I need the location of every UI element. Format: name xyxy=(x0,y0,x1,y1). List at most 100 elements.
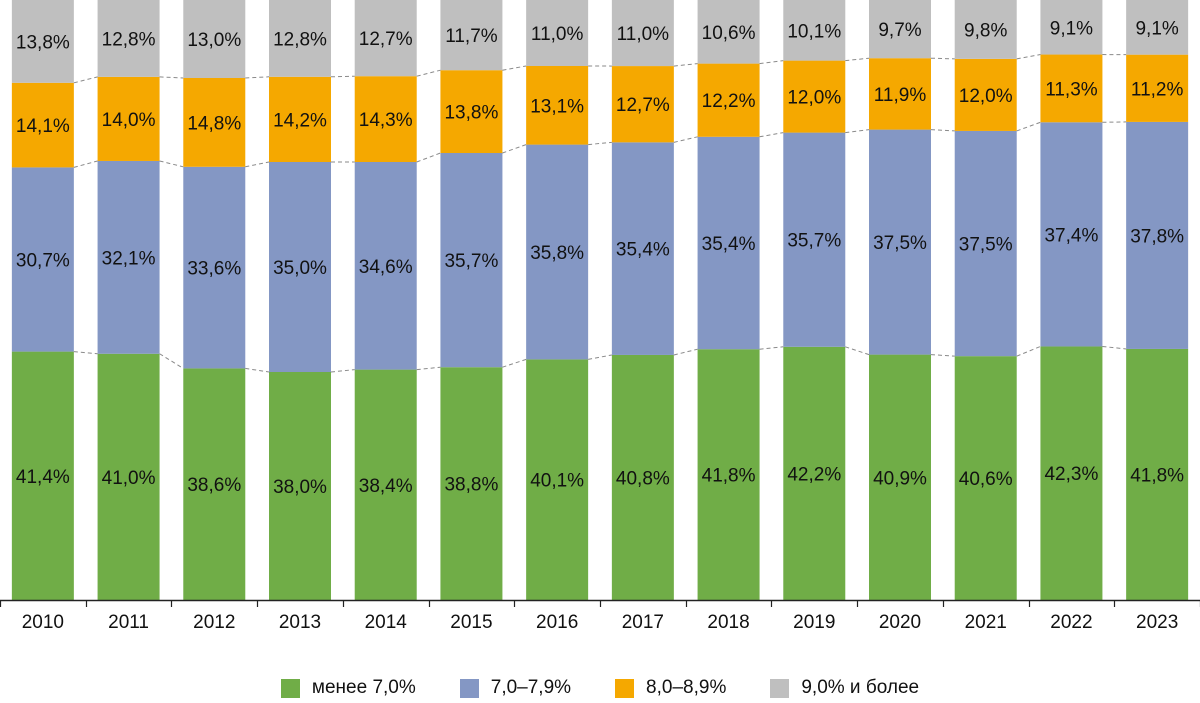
bar-segment xyxy=(697,0,760,64)
connector-line xyxy=(330,369,355,373)
bar-segment xyxy=(1040,0,1103,55)
connector-line xyxy=(245,367,270,373)
connector-line xyxy=(588,354,612,360)
bar-segment xyxy=(11,0,74,83)
data-label: 9,1% xyxy=(1050,18,1093,39)
connector-line xyxy=(1016,54,1041,60)
legend-label: 8,0–8,9% xyxy=(646,677,727,698)
data-label: 40,1% xyxy=(530,471,584,492)
data-label: 12,7% xyxy=(359,29,413,50)
legend-item: менее 7,0% xyxy=(280,677,416,699)
bar-segment xyxy=(269,76,331,162)
connector-line xyxy=(245,161,270,168)
connector-line xyxy=(502,358,527,368)
bar-segment xyxy=(440,70,503,153)
data-label: 37,4% xyxy=(1044,225,1098,246)
data-label: 12,7% xyxy=(616,95,670,116)
bar-segment xyxy=(183,78,246,167)
series-connectors xyxy=(73,54,1127,373)
data-label: 37,8% xyxy=(1130,226,1184,247)
bar-segment xyxy=(954,58,1017,131)
chart-legend: менее 7,0% 7,0–7,9% 8,0–8,9% 9,0% и более xyxy=(0,674,1200,702)
bar-segment xyxy=(97,0,160,77)
connector-line xyxy=(416,366,441,371)
data-label: 11,7% xyxy=(445,26,498,47)
data-label: 40,6% xyxy=(959,469,1013,490)
data-label: 12,8% xyxy=(102,29,156,50)
connector-line xyxy=(930,129,955,132)
connector-line xyxy=(502,144,527,154)
bar-segment xyxy=(526,144,589,360)
bar-segment xyxy=(1126,348,1189,600)
stacked-bar-chart: 41,4% 30,7% 14,1% 13,8% 41,0% 32,1% 14,0% 12,8%… xyxy=(0,0,1200,633)
data-label: 38,0% xyxy=(273,477,327,498)
legend-label: менее 7,0% xyxy=(311,677,416,698)
data-label: 11,2% xyxy=(1131,79,1184,100)
legend-swatch xyxy=(615,678,635,698)
data-label: 11,0% xyxy=(617,24,670,45)
bar-segment xyxy=(1040,54,1103,123)
connector-line xyxy=(502,65,527,71)
bar-segment xyxy=(954,356,1017,600)
bar-segment xyxy=(611,142,674,355)
connector-line xyxy=(159,160,184,168)
data-label: 37,5% xyxy=(959,235,1013,256)
bar-segment xyxy=(354,162,417,370)
data-label: 41,0% xyxy=(102,468,156,489)
data-label: 42,2% xyxy=(787,464,841,485)
data-label: 12,0% xyxy=(959,86,1013,107)
bar-segment xyxy=(1040,346,1103,600)
data-label: 35,7% xyxy=(444,251,498,272)
bar-segment xyxy=(11,167,74,352)
connector-line xyxy=(1102,345,1127,350)
bar-segment xyxy=(440,153,503,368)
legend-swatch xyxy=(770,678,790,698)
x-axis: 2010 2011 2012 2013 2014 2015 2016 2017 2018 2019… xyxy=(0,599,1200,633)
bar-segment xyxy=(1126,121,1189,349)
connector-line xyxy=(416,152,441,163)
connector-line xyxy=(759,132,784,138)
data-label: 14,1% xyxy=(16,116,70,137)
data-label: 13,1% xyxy=(530,96,584,117)
connector-line xyxy=(73,76,98,84)
bar-segment xyxy=(183,368,246,600)
data-label: 14,2% xyxy=(273,110,327,131)
data-label: 12,0% xyxy=(787,88,841,109)
data-label: 32,1% xyxy=(102,248,156,269)
data-label: 37,5% xyxy=(873,233,927,254)
bar-segment xyxy=(526,359,589,600)
connector-line xyxy=(245,76,270,79)
data-label: 38,8% xyxy=(444,475,498,496)
data-label: 13,8% xyxy=(444,103,498,124)
bar-segment xyxy=(183,0,246,78)
connector-line xyxy=(416,69,441,77)
connector-line xyxy=(73,160,98,168)
data-label: 41,8% xyxy=(1130,465,1184,486)
connector-line xyxy=(1016,121,1041,132)
x-tick-label: 2022 xyxy=(1050,612,1092,633)
connector-line xyxy=(845,129,870,134)
bar-segment xyxy=(526,0,589,66)
data-label: 35,8% xyxy=(530,243,584,264)
bar-segment xyxy=(97,76,160,161)
data-label: 40,9% xyxy=(873,468,927,489)
legend-label: 9,0% и более xyxy=(801,677,920,698)
data-label: 9,7% xyxy=(878,20,921,41)
bar-segment xyxy=(954,0,1017,59)
connector-line xyxy=(159,76,184,79)
connector-line xyxy=(759,346,784,350)
data-label: 10,6% xyxy=(702,23,756,44)
x-tick-label: 2013 xyxy=(279,612,321,633)
legend-label: 7,0–7,9% xyxy=(490,677,572,698)
bar-segment xyxy=(697,349,760,600)
bar-segment xyxy=(783,0,846,61)
bar-segment xyxy=(440,367,503,600)
connector-line xyxy=(73,351,98,355)
data-label: 13,0% xyxy=(187,30,241,51)
legend-item: 7,0–7,9% xyxy=(459,677,572,699)
data-label: 11,3% xyxy=(1045,79,1098,100)
connector-line xyxy=(673,348,698,356)
x-tick-label: 2015 xyxy=(450,612,492,633)
x-tick-label: 2016 xyxy=(536,612,578,633)
legend-item: 8,0–8,9% xyxy=(615,677,726,699)
